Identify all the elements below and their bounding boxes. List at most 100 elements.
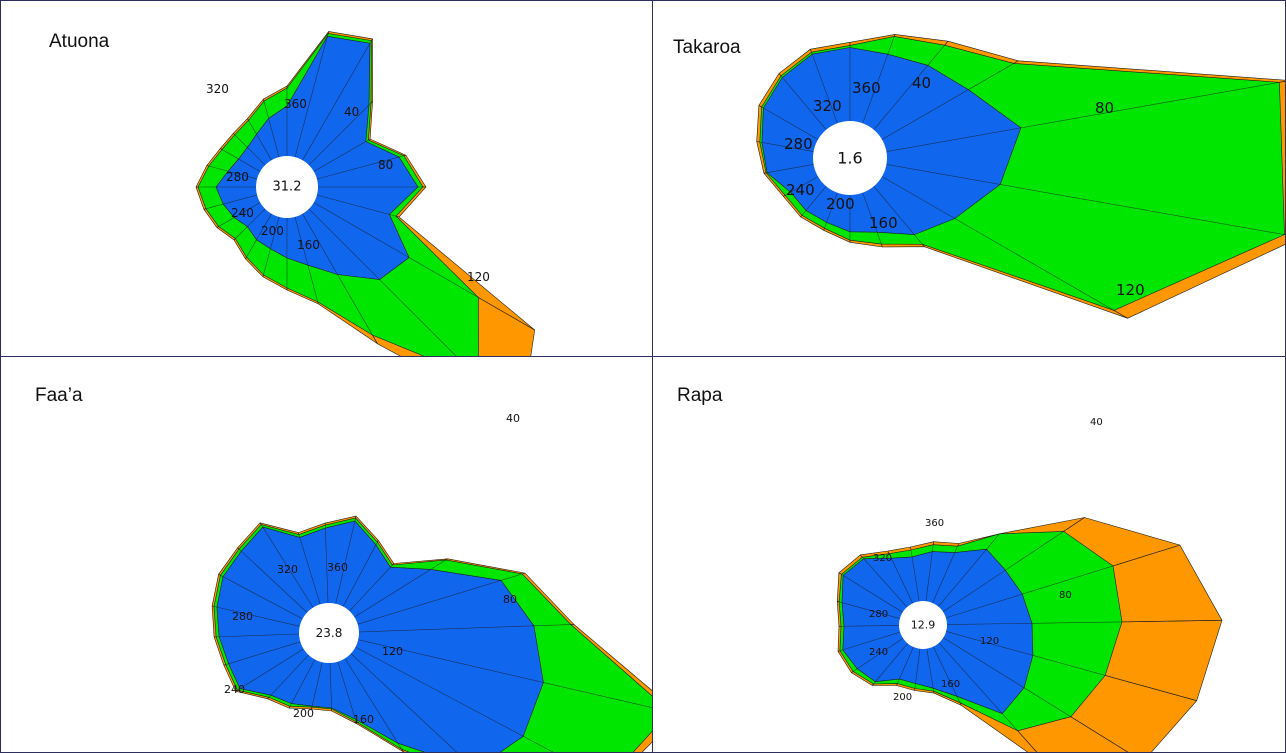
spoke-line-top: [783, 176, 819, 197]
direction-label-320: 320: [813, 97, 842, 115]
center-value-label: 31.2: [273, 180, 302, 195]
center-value-label: 23.8: [316, 626, 343, 640]
direction-label-280: 280: [232, 610, 253, 623]
direction-label-120: 120: [382, 645, 403, 658]
spoke-line-top: [945, 544, 1180, 619]
panel-atuona: Atuona 31.2 320 360 40 80 120 160 200 240 280: [0, 0, 654, 358]
spoke-line-top: [245, 213, 272, 260]
spoke-line-top: [259, 522, 314, 608]
spoke-line-top: [756, 141, 814, 152]
spoke-line-top: [862, 192, 883, 248]
direction-label-320: 320: [873, 553, 892, 564]
spoke-line-top: [358, 639, 653, 709]
spoke-line-top: [294, 216, 319, 304]
spoke-line-top: [881, 176, 1128, 319]
center-hole: [813, 121, 887, 195]
spoke-line-top: [308, 208, 458, 357]
spoke-line-top: [925, 541, 934, 602]
series-blue-area: [216, 520, 544, 752]
spoke-line-top: [942, 517, 1085, 612]
spoke-line-top: [933, 646, 962, 706]
spoke-line-top: [298, 532, 321, 605]
spoke-line-top: [355, 646, 554, 752]
spoke-line-top: [344, 658, 404, 752]
spoke-line-top: [886, 164, 1285, 236]
spoke-line-top: [838, 572, 903, 613]
direction-label-160: 160: [297, 238, 320, 252]
spoke-line-top: [235, 648, 304, 692]
spoke-line-top: [873, 186, 925, 247]
spoke-line-top: [302, 213, 378, 344]
direction-label-40: 40: [506, 412, 520, 425]
spoke-line-top: [329, 662, 332, 712]
spoke-line-top: [938, 533, 1000, 607]
spoke-line-top: [946, 631, 1197, 701]
spoke-line-top: [943, 637, 1129, 752]
spoke-line-top: [212, 605, 300, 627]
spoke-line-top: [938, 642, 1038, 752]
spoke-line-top: [887, 550, 913, 604]
spoke-line-top: [873, 41, 949, 130]
direction-label-240: 240: [869, 647, 888, 658]
center-hole: [899, 601, 947, 649]
spoke-line-top: [763, 164, 814, 174]
chart-faaa: 23.8 40 80 120 160 200 240 280 320 360: [211, 412, 653, 752]
spoke-line-top: [216, 202, 261, 228]
spoke-line-top: [881, 60, 1019, 140]
direction-label-320: 320: [206, 82, 229, 96]
chart-title-atuona: Atuona: [49, 31, 110, 52]
spoke-line-top: [896, 646, 914, 686]
chart-rapa: 12.9 40 80 120 160 200 240 280 320 360: [836, 417, 1223, 752]
direction-label-360: 360: [284, 97, 307, 111]
direction-label-240: 240: [786, 181, 815, 199]
spoke-line-top: [837, 631, 901, 652]
spoke-line-top: [837, 601, 900, 619]
spoke-line-top: [800, 186, 827, 218]
spoke-line-top: [313, 202, 535, 331]
spoke-line-top: [926, 648, 935, 694]
direction-label-80: 80: [1095, 99, 1114, 117]
spoke-line-top: [914, 648, 921, 691]
spoke-line-top: [247, 118, 272, 161]
direction-label-320: 320: [277, 563, 298, 576]
spoke-line-top: [218, 574, 303, 620]
center-value-label: 1.6: [837, 149, 862, 168]
direction-label-120: 120: [467, 270, 490, 284]
spoke-line-top: [294, 31, 329, 158]
direction-label-120: 120: [980, 636, 999, 647]
spoke-line-top: [214, 633, 300, 638]
direction-label-200: 200: [293, 707, 314, 720]
spoke-line-top: [237, 547, 308, 613]
direction-label-120: 120: [1116, 281, 1145, 299]
direction-label-280: 280: [226, 170, 249, 184]
spoke-line-top: [263, 99, 280, 158]
chart-title-faaa: Faa’a: [35, 385, 83, 406]
spoke-line-top: [308, 101, 373, 166]
spoke-line-top: [946, 620, 1223, 625]
direction-label-160: 160: [353, 713, 374, 726]
direction-label-160: 160: [869, 214, 898, 232]
chart-title-rapa: Rapa: [677, 385, 723, 406]
spoke-line-top: [778, 73, 827, 130]
spoke-line-top: [316, 194, 400, 218]
spoke-line-top: [262, 216, 280, 277]
spoke-line-top: [288, 659, 316, 709]
spoke-line-top: [350, 653, 457, 752]
spoke-line-top: [860, 554, 908, 608]
spoke-line-top: [823, 192, 838, 231]
spoke-line-top: [324, 523, 329, 604]
direction-label-360: 360: [852, 79, 881, 97]
direction-label-80: 80: [503, 593, 517, 606]
spoke-line-top: [223, 641, 301, 666]
spoke-line-top: [267, 654, 309, 700]
direction-label-240: 240: [224, 683, 245, 696]
panel-rapa: Rapa 12.9 40 80 120 160 200 240 280 320 360: [652, 356, 1286, 753]
chart-takaroa: 1.6 360 40 80 120 160 200 240 280 320: [756, 34, 1285, 319]
spoke-line-top: [886, 81, 1285, 152]
direction-label-280: 280: [784, 135, 813, 153]
spoke-line-top: [758, 105, 819, 140]
spoke-line-top: [337, 661, 358, 724]
direction-label-200: 200: [826, 195, 855, 213]
spoke-line-top: [910, 546, 920, 602]
